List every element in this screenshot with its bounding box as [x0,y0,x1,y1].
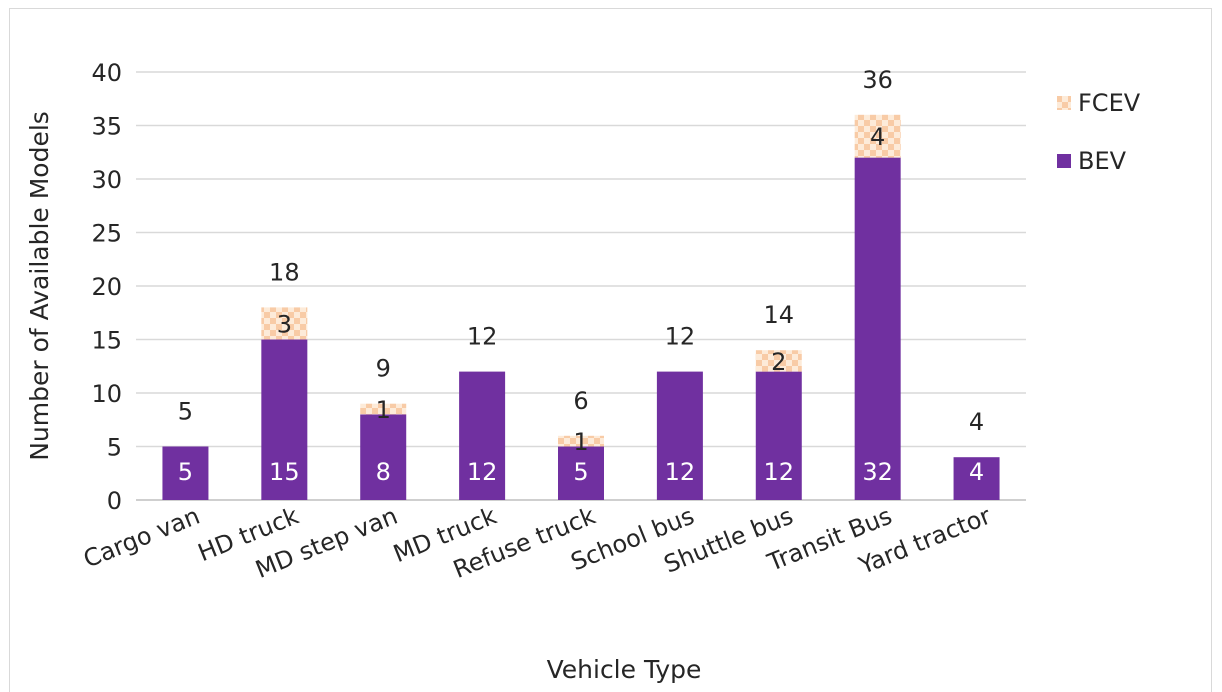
total-data-label: 9 [376,355,391,383]
total-data-label: 14 [764,301,795,329]
y-axis-ticks: 0 5 10 15 20 25 30 35 40 [91,59,122,515]
bar-fcev [360,403,407,415]
fcev-data-label: 4 [870,123,885,151]
bev-data-label: 32 [862,458,893,486]
bar-fcev [755,350,802,372]
y-tick-label: 30 [91,166,122,194]
fcev-data-label: 2 [771,348,786,376]
legend-label-bev: BEV [1078,147,1127,175]
bar-fcev [261,307,308,340]
x-tick-label: Cargo van [80,502,204,574]
total-data-label: 36 [862,66,893,94]
y-axis-title: Number of Available Models [25,111,54,461]
fcev-data-label: 1 [376,396,391,424]
total-data-label: 12 [665,323,696,351]
total-data-label: 5 [178,398,193,426]
chart-frame [9,8,1212,692]
bev-data-label: 5 [573,458,588,486]
y-tick-label: 15 [91,327,122,355]
fcev-data-label: 3 [277,310,292,338]
legend-label-fcev: FCEV [1078,89,1141,117]
bar-bev [459,371,506,500]
bar-bev [953,457,1000,500]
bar-bev [162,446,209,500]
bar-bev [656,371,703,500]
bev-data-label: 8 [376,458,391,486]
bev-data-label: 12 [467,458,498,486]
bar-bev [558,446,604,500]
y-tick-label: 20 [91,273,122,301]
legend-swatch-fcev [1057,96,1071,110]
bev-data-label: 4 [969,458,984,486]
total-data-label: 6 [573,387,588,415]
legend-swatch-bev [1057,154,1071,168]
y-tick-label: 0 [107,487,122,515]
legend: FCEV BEV [1057,89,1141,175]
bar-fcev [558,435,604,447]
bev-data-label: 12 [764,458,795,486]
y-tick-label: 5 [107,434,122,462]
y-tick-label: 35 [91,113,122,141]
bar-bev [854,157,901,500]
bar-bev [360,414,407,500]
bar-bev [261,339,308,500]
total-data-label: 4 [969,408,984,436]
y-tick-label: 40 [91,59,122,87]
bar-bev [755,371,802,500]
total-data-label: 18 [269,258,300,286]
y-tick-label: 25 [91,220,122,248]
x-axis-title: Vehicle Type [547,655,702,684]
bar-fcev [854,114,901,158]
fcev-data-label: 1 [573,428,588,456]
total-data-label: 12 [467,323,498,351]
bev-data-label: 5 [178,458,193,486]
bev-data-label: 12 [665,458,696,486]
y-tick-label: 10 [91,380,122,408]
bev-data-label: 15 [269,458,300,486]
